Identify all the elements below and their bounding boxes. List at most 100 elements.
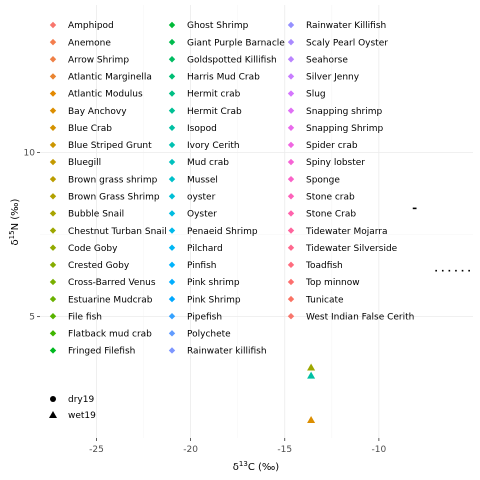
y-tick-label: 10 bbox=[24, 149, 36, 159]
legend-label: Bay Anchovy bbox=[68, 107, 127, 117]
legend-key-diamond bbox=[287, 227, 295, 234]
legend-label: Giant Purple Barnacle bbox=[187, 38, 285, 48]
legend-label: Goldspotted Killifish bbox=[187, 55, 277, 65]
y-axis-ticks: 5 10 bbox=[24, 149, 40, 323]
legend-key-diamond bbox=[49, 295, 57, 303]
legend-key-diamond bbox=[168, 295, 176, 303]
legend-key-diamond bbox=[168, 244, 176, 251]
legend-key-diamond bbox=[287, 21, 295, 29]
legend-label: Flatback mud crab bbox=[68, 330, 152, 340]
legend-label: Spiny lobster bbox=[306, 158, 365, 168]
legend-label: Top minnow bbox=[305, 278, 360, 288]
legend-key-diamond bbox=[287, 158, 295, 166]
legend-label: Scaly Pearl Oyster bbox=[306, 38, 388, 48]
legend-key-diamond bbox=[287, 210, 295, 217]
legend-key-diamond bbox=[49, 21, 57, 29]
legend-label: Blue Crab bbox=[68, 124, 112, 134]
legend-key-diamond bbox=[49, 175, 57, 183]
legend-label: Pipefish bbox=[187, 312, 222, 322]
legend-key-diamond bbox=[168, 124, 176, 131]
legend-key-diamond bbox=[49, 38, 57, 46]
legend-label: File fish bbox=[68, 312, 102, 322]
legend-key-diamond bbox=[287, 244, 295, 251]
data-point-triangle bbox=[307, 415, 316, 423]
legend-key-diamond bbox=[168, 347, 176, 354]
legend-key-diamond bbox=[49, 227, 57, 234]
x-axis-ticks: -25 -20 -15 -10 bbox=[89, 438, 386, 455]
data-marks bbox=[307, 207, 473, 423]
legend-key-diamond bbox=[287, 107, 295, 114]
legend-key-diamond bbox=[168, 278, 176, 286]
legend-key-diamond bbox=[168, 73, 176, 80]
legend-key-diamond bbox=[49, 278, 57, 286]
legend-label: Estuarine Mudcrab bbox=[68, 295, 153, 305]
legend-label: Hermit Crab bbox=[187, 107, 242, 117]
legend-label: Silver Jenny bbox=[306, 73, 360, 83]
legend-key-diamond bbox=[168, 210, 176, 217]
legend-label: oyster bbox=[187, 193, 216, 203]
legend-label: Crested Goby bbox=[68, 261, 130, 271]
legend-label: Chestnut Turban Snail bbox=[68, 227, 167, 237]
legend-key-diamond bbox=[49, 158, 57, 166]
legend-label: Ivory Cerith bbox=[187, 141, 240, 151]
legend-label: Amphipod bbox=[68, 21, 114, 31]
legend-key-diamond bbox=[49, 261, 57, 269]
legend-label: Oyster bbox=[187, 210, 217, 220]
legend-key-diamond bbox=[168, 158, 176, 166]
legend-label: Bluegill bbox=[68, 158, 101, 168]
legend-label: Brown Grass Shrimp bbox=[68, 193, 160, 203]
legend-key-diamond bbox=[287, 38, 295, 46]
legend-label: Cross-Barred Venus bbox=[68, 278, 156, 288]
legend-label: Tidewater Silverside bbox=[305, 244, 398, 254]
legend-key-diamond bbox=[49, 124, 57, 131]
legend-key-diamond bbox=[168, 38, 176, 46]
legend-label: Bubble Snail bbox=[68, 210, 124, 220]
legend-label: Tidewater Mojarra bbox=[305, 227, 388, 237]
x-tick-label: -20 bbox=[183, 445, 198, 455]
y-tick-label: 5 bbox=[29, 313, 35, 323]
data-point-triangle bbox=[307, 371, 316, 379]
legend-label: Spider crab bbox=[306, 141, 358, 151]
legend-key-diamond bbox=[49, 56, 57, 63]
x-tick-label: -25 bbox=[89, 445, 104, 455]
legend-label: wet19 bbox=[68, 411, 96, 421]
x-tick-label: -15 bbox=[277, 445, 292, 455]
species-legend: Amphipod Anemone Arrow Shrimp Atlantic Marg… bbox=[49, 21, 414, 357]
grid bbox=[40, 5, 473, 438]
legend-key-diamond bbox=[287, 261, 295, 269]
legend-label: Pilchard bbox=[187, 244, 223, 254]
legend-key-diamond bbox=[168, 56, 176, 63]
legend-label: Atlantic Modulus bbox=[68, 90, 143, 100]
legend-label: Mussel bbox=[187, 175, 218, 185]
legend-key-diamond bbox=[168, 313, 176, 320]
legend-key-diamond bbox=[168, 193, 176, 200]
legend-label: Stone crab bbox=[306, 193, 355, 203]
legend-key-triangle bbox=[49, 411, 57, 418]
legend-key-diamond bbox=[287, 313, 295, 320]
legend-key-diamond bbox=[287, 193, 295, 200]
legend-label: Ghost Shrimp bbox=[187, 21, 249, 31]
legend-key-diamond bbox=[168, 261, 176, 269]
legend-key-diamond bbox=[49, 210, 57, 217]
legend-label: Seahorse bbox=[306, 55, 348, 65]
legend-label: Sponge bbox=[306, 175, 340, 185]
legend-label: Pinfish bbox=[187, 261, 217, 271]
legend-label: Brown grass shrimp bbox=[68, 175, 158, 185]
legend-key-diamond bbox=[287, 124, 295, 131]
legend-label: Arrow Shrimp bbox=[68, 55, 129, 65]
legend-key-diamond bbox=[287, 90, 295, 97]
legend-key-diamond bbox=[287, 56, 295, 63]
legend-label: Snapping shrimp bbox=[306, 107, 382, 117]
data-point-triangle bbox=[307, 363, 316, 371]
legend-key-diamond bbox=[287, 141, 295, 149]
legend-label: Penaeid Shrimp bbox=[187, 227, 258, 237]
legend-label: Atlantic Marginella bbox=[68, 73, 152, 83]
legend-key-diamond bbox=[49, 330, 57, 337]
legend-key-diamond bbox=[168, 21, 176, 29]
legend-key-diamond bbox=[168, 141, 176, 149]
legend-label: Tunicate bbox=[305, 295, 344, 305]
legend-key-diamond bbox=[49, 90, 57, 97]
legend-label: Anemone bbox=[68, 38, 111, 48]
legend-key-diamond bbox=[287, 295, 295, 303]
